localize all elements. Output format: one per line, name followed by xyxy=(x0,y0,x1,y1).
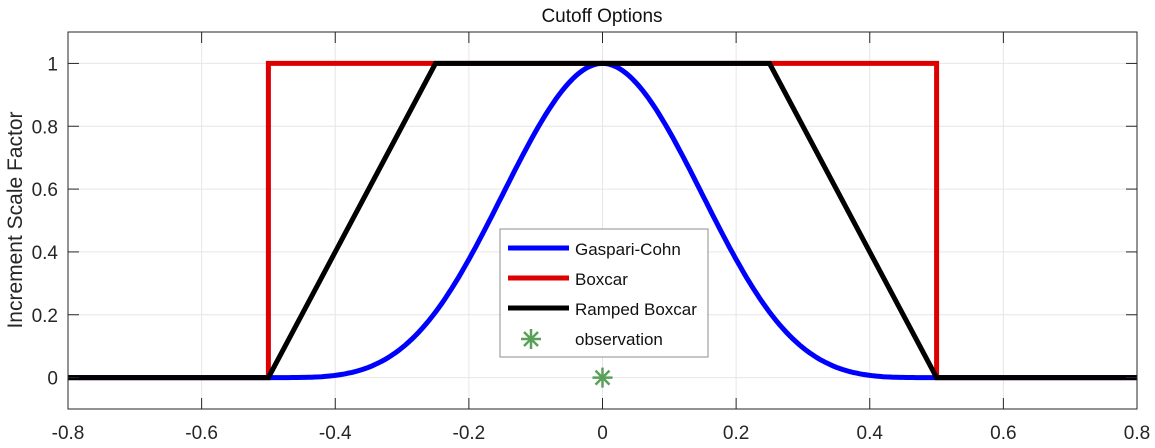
x-tick-label: -0.4 xyxy=(319,423,352,443)
y-axis-label: Increment Scale Factor xyxy=(4,111,27,328)
x-tick-label: 0.2 xyxy=(723,423,749,443)
axis-ticks: -0.8 -0.6 -0.4 -0.2 0 0.2 0.4 0.6 0.8 0 0.2 0.4 0.6 0… xyxy=(32,32,1150,444)
observation-marker-icon xyxy=(592,367,613,388)
series-ramped-boxcar xyxy=(68,60,1137,381)
y-tick-label: 0.4 xyxy=(32,243,59,264)
y-tick-label: 0.6 xyxy=(32,180,58,201)
chart-title: Cutoff Options xyxy=(541,6,662,27)
x-tick-label: 0 xyxy=(597,423,608,443)
legend: Gaspari-Cohn Boxcar Ramped Boxcar observati… xyxy=(499,228,709,358)
legend-label: Boxcar xyxy=(575,270,628,289)
series-layer xyxy=(68,60,1137,388)
legend-label: Gaspari-Cohn xyxy=(575,240,681,259)
y-tick-label: 0.2 xyxy=(32,306,58,327)
legend-label: observation xyxy=(575,330,663,349)
x-tick-label: -0.8 xyxy=(52,423,85,443)
x-tick-label: 0.4 xyxy=(857,423,884,443)
y-tick-label: 1 xyxy=(47,54,58,75)
y-tick-label: 0.8 xyxy=(32,117,58,138)
x-tick-label: 0.6 xyxy=(990,423,1016,443)
legend-label: Ramped Boxcar xyxy=(575,300,697,319)
observation-marker-icon xyxy=(521,329,541,349)
x-tick-label: -0.6 xyxy=(185,423,218,443)
x-tick-label: -0.2 xyxy=(453,423,486,443)
y-tick-label: 0 xyxy=(47,369,58,390)
x-tick-label: 0.8 xyxy=(1124,423,1150,443)
